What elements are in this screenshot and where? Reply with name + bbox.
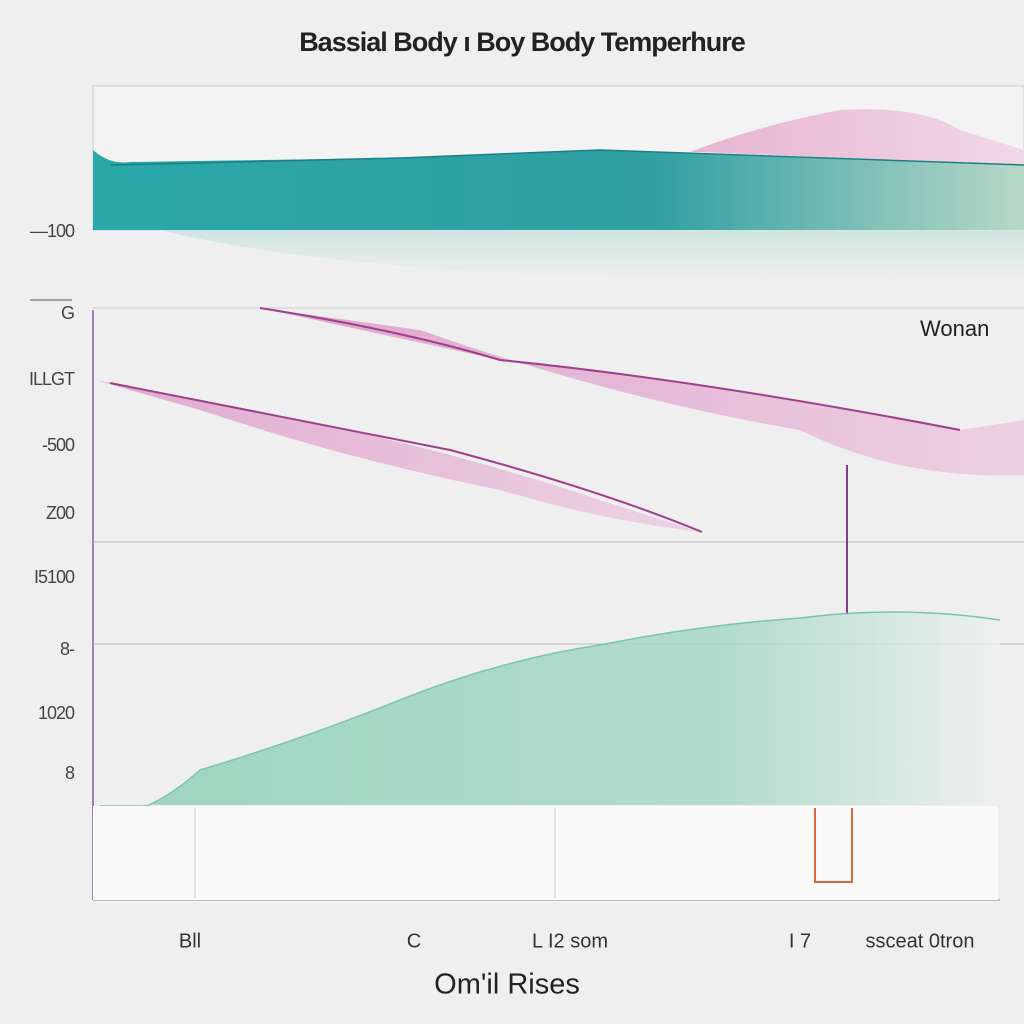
area (260, 308, 1024, 476)
y-label: G (61, 303, 74, 323)
x-label: I 7 (789, 930, 811, 952)
line (109, 149, 1024, 166)
x-label: L I2 som (532, 930, 608, 952)
y-label: 8 (65, 763, 75, 783)
panel (93, 806, 998, 900)
x-label: ssceat 0tron (866, 930, 975, 952)
area (93, 150, 1024, 230)
x-label: Bll (179, 930, 201, 952)
line (109, 382, 703, 533)
line (99, 611, 1001, 819)
area (160, 230, 1024, 282)
x-axis-title: Om'il Rises (434, 969, 580, 1001)
y-label: ILLGT (29, 369, 75, 389)
marker (814, 808, 853, 883)
area (95, 380, 700, 532)
legend-label: Wonan (920, 316, 989, 341)
x-labels: Bll C L I2 som I 7 ssceat 0tron (179, 930, 975, 952)
y-label: 8- (60, 639, 75, 659)
y-label: Z00 (46, 503, 75, 523)
y-label: —100 (30, 221, 75, 241)
y-label: 1020 (38, 703, 75, 723)
x-label: C (407, 930, 421, 952)
area (100, 611, 1000, 818)
y-label: -500 (42, 435, 75, 455)
line (259, 307, 961, 431)
y-labels: —100 G ILLGT -500 Z00 I5100 8- 1020 8 (29, 221, 76, 783)
area (690, 109, 1024, 165)
y-label: I5100 (34, 567, 75, 587)
chart-title: Bassial Body ı Boy Body Temperhure (299, 27, 746, 57)
